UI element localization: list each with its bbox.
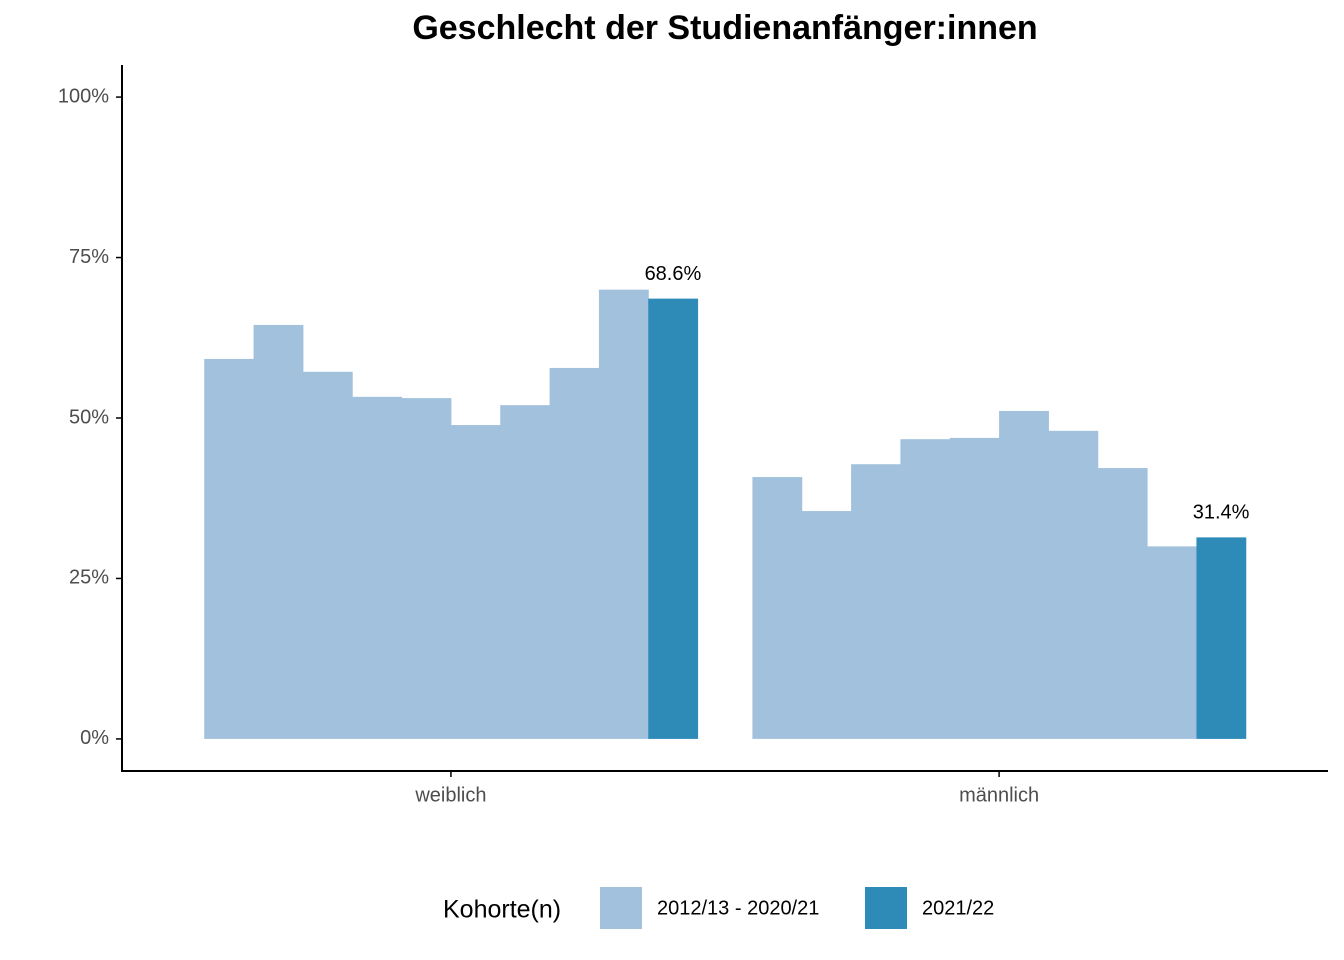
bar <box>900 439 951 739</box>
bar <box>598 289 649 739</box>
legend-title: Kohorte(n) <box>443 896 561 924</box>
bar <box>500 405 551 739</box>
legend-label: 2012/13 - 2020/21 <box>657 897 819 919</box>
bar <box>549 367 600 739</box>
bar <box>401 398 452 739</box>
legend-swatch <box>600 887 642 929</box>
x-tick-label: weiblich <box>414 784 486 806</box>
y-tick-label: 100% <box>58 85 109 107</box>
bar <box>1097 468 1148 739</box>
bar <box>253 324 304 739</box>
bar <box>752 477 803 739</box>
y-tick-label: 50% <box>69 406 109 428</box>
bar <box>352 396 403 739</box>
bar <box>302 371 353 739</box>
bar <box>1147 546 1197 739</box>
y-tick-label: 0% <box>80 727 109 749</box>
y-tick-label: 75% <box>69 246 109 268</box>
bar <box>204 358 255 739</box>
bar <box>1196 537 1247 739</box>
bar <box>648 298 699 739</box>
bar <box>999 410 1049 739</box>
bar <box>851 464 901 739</box>
data-label: 31.4% <box>1193 502 1250 524</box>
y-tick-label: 25% <box>69 567 109 589</box>
chart-title: Geschlecht der Studienanfänger:innen <box>412 9 1037 47</box>
bar <box>450 425 501 739</box>
bar <box>801 511 852 739</box>
legend-swatch <box>865 887 907 929</box>
x-tick-label: männlich <box>959 784 1039 806</box>
data-label: 68.6% <box>645 263 702 285</box>
legend-label: 2021/22 <box>922 897 994 919</box>
bar <box>949 437 1000 739</box>
bar <box>1048 430 1099 739</box>
